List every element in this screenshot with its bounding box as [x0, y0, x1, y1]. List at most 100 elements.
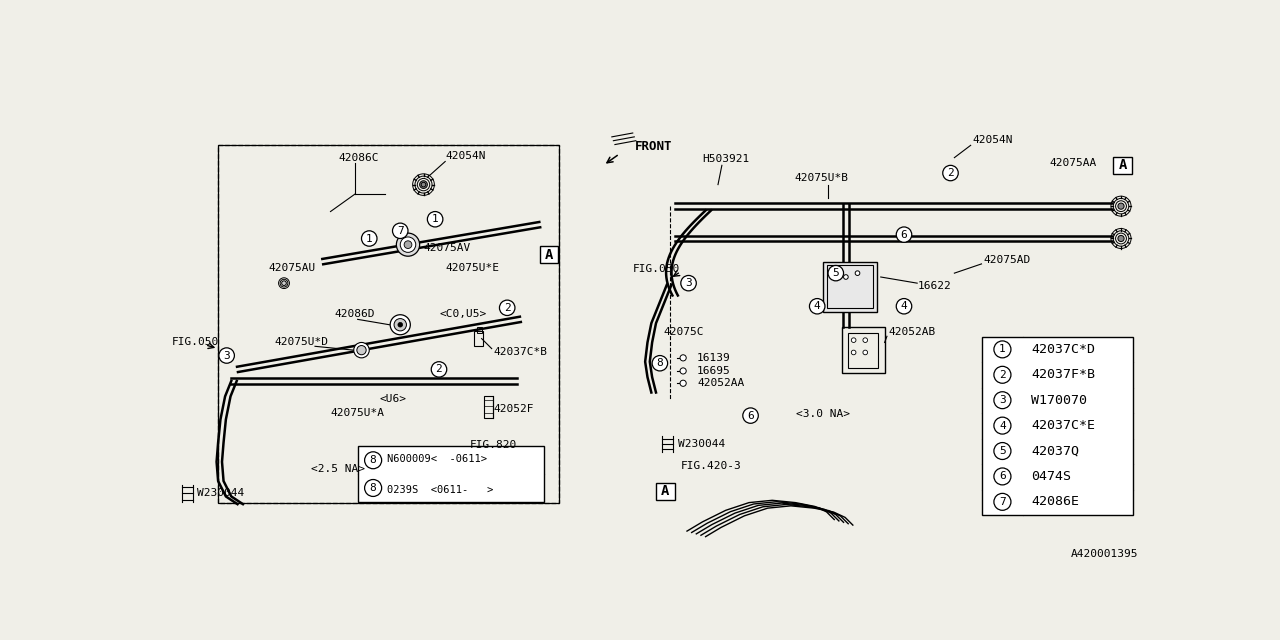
Bar [657, 483, 675, 500]
Circle shape [896, 298, 911, 314]
Text: W230044: W230044 [197, 488, 244, 499]
Circle shape [993, 442, 1011, 460]
Bar [474, 331, 483, 346]
Text: 42075U*D: 42075U*D [275, 337, 329, 348]
Bar [357, 447, 544, 502]
Circle shape [404, 241, 412, 248]
Text: 1: 1 [431, 214, 439, 224]
Circle shape [499, 300, 515, 316]
Text: 2: 2 [504, 303, 511, 313]
Text: <3.0 NA>: <3.0 NA> [795, 409, 850, 419]
Text: 2: 2 [1000, 370, 1006, 380]
Circle shape [365, 452, 381, 468]
Text: A: A [545, 248, 553, 262]
Bar [540, 246, 558, 263]
Circle shape [652, 356, 668, 371]
Text: 8: 8 [370, 483, 376, 493]
Text: 8: 8 [657, 358, 663, 368]
Text: W170070: W170070 [1032, 394, 1087, 406]
Circle shape [855, 271, 860, 275]
Circle shape [282, 281, 287, 285]
Text: 42075U*A: 42075U*A [330, 408, 384, 419]
Circle shape [390, 315, 411, 335]
Text: 4: 4 [901, 301, 908, 311]
Text: 6: 6 [1000, 472, 1006, 481]
Bar [842, 327, 884, 373]
Text: 3: 3 [685, 278, 692, 288]
Circle shape [397, 233, 420, 256]
Text: 42075AA: 42075AA [1050, 158, 1097, 168]
Text: A: A [660, 484, 669, 498]
Text: 1: 1 [1000, 344, 1006, 355]
Text: 16695: 16695 [698, 366, 731, 376]
Text: 5: 5 [1000, 446, 1006, 456]
Text: <C0,U5>: <C0,U5> [439, 309, 486, 319]
Circle shape [844, 275, 849, 279]
Text: 4: 4 [814, 301, 820, 311]
Text: <2.5 NA>: <2.5 NA> [311, 465, 365, 474]
Text: 8: 8 [370, 455, 376, 465]
Circle shape [353, 342, 369, 358]
Text: 42075U*E: 42075U*E [445, 263, 499, 273]
Text: 16622: 16622 [918, 281, 952, 291]
Text: 42075AV: 42075AV [424, 243, 471, 253]
Circle shape [809, 298, 824, 314]
Circle shape [993, 468, 1011, 485]
Circle shape [431, 362, 447, 377]
Text: 42075U*B: 42075U*B [794, 173, 847, 184]
Text: 0474S: 0474S [1032, 470, 1071, 483]
Circle shape [993, 366, 1011, 383]
Bar [477, 327, 481, 333]
Circle shape [357, 346, 366, 355]
Text: FIG.050: FIG.050 [632, 264, 680, 275]
Circle shape [742, 408, 758, 423]
Text: W230044: W230044 [677, 439, 724, 449]
Circle shape [361, 231, 378, 246]
Text: 42086D: 42086D [334, 309, 375, 319]
Circle shape [420, 180, 428, 188]
Text: 42037C*B: 42037C*B [493, 348, 548, 358]
Text: 2: 2 [435, 364, 443, 374]
Text: 42075AU: 42075AU [269, 263, 316, 273]
Text: FRONT: FRONT [635, 140, 672, 152]
Text: 7: 7 [1000, 497, 1006, 507]
Circle shape [863, 338, 868, 342]
Circle shape [428, 212, 443, 227]
Text: 42052AB: 42052AB [888, 328, 936, 337]
Bar [982, 337, 1133, 515]
Circle shape [421, 182, 426, 187]
Text: 4: 4 [1000, 420, 1006, 431]
Circle shape [832, 267, 837, 271]
Text: 42037C*E: 42037C*E [1032, 419, 1096, 432]
Text: 42075C: 42075C [664, 328, 704, 337]
Circle shape [863, 350, 868, 355]
Text: FIG.820: FIG.820 [470, 440, 517, 450]
Text: 42086E: 42086E [1032, 495, 1079, 508]
Bar [218, 145, 559, 502]
Text: FIG.050: FIG.050 [172, 337, 219, 348]
Text: A: A [1119, 158, 1126, 172]
Circle shape [993, 493, 1011, 510]
Text: N600009<  -0611>: N600009< -0611> [387, 454, 488, 464]
Circle shape [680, 355, 686, 361]
Circle shape [993, 417, 1011, 434]
Circle shape [680, 368, 686, 374]
Circle shape [398, 323, 403, 327]
Circle shape [401, 237, 416, 252]
Text: 3: 3 [223, 351, 230, 360]
Text: H503921: H503921 [703, 154, 750, 164]
Text: FIG.420-3: FIG.420-3 [681, 461, 741, 470]
Circle shape [219, 348, 234, 364]
Circle shape [681, 275, 696, 291]
Text: 6: 6 [748, 411, 754, 420]
Circle shape [828, 266, 844, 281]
Circle shape [896, 227, 911, 243]
Text: 42054N: 42054N [445, 151, 485, 161]
Text: 42052AA: 42052AA [698, 378, 745, 388]
Text: A420001395: A420001395 [1070, 549, 1138, 559]
Text: 42037C*D: 42037C*D [1032, 343, 1096, 356]
Circle shape [851, 350, 856, 355]
Text: 42075AD: 42075AD [983, 255, 1030, 265]
Circle shape [365, 479, 381, 497]
Text: 42054N: 42054N [973, 135, 1012, 145]
